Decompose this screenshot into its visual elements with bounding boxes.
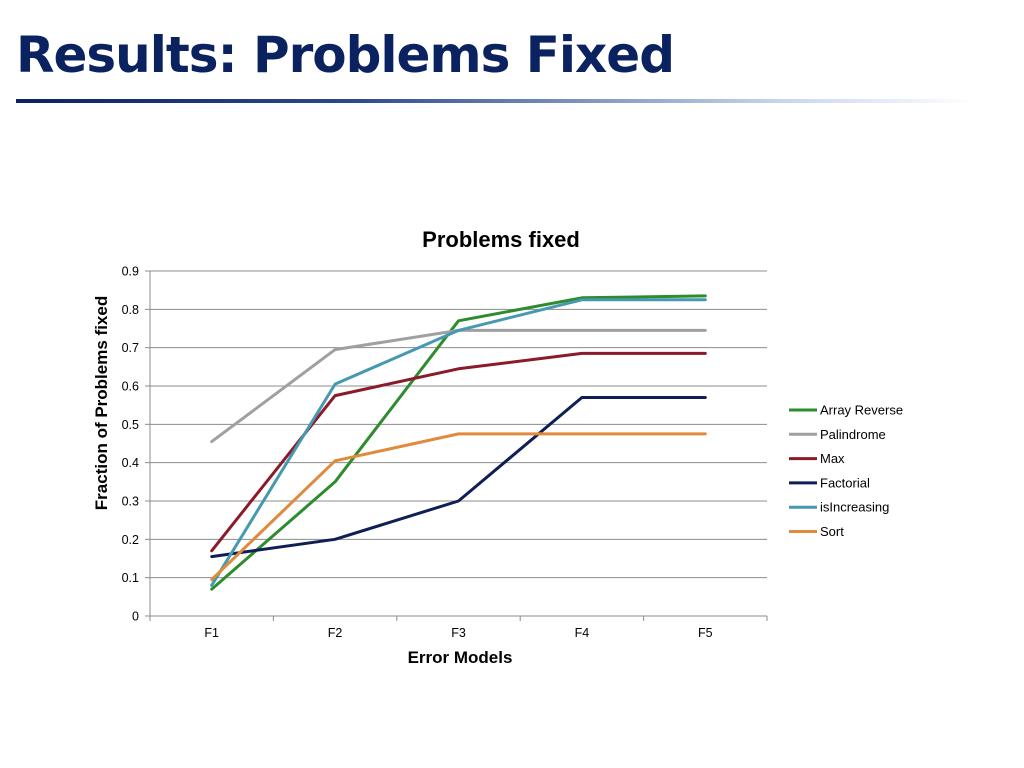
y-tick-label: 0.6 xyxy=(122,380,139,394)
x-tick-label: F3 xyxy=(451,626,466,640)
x-axis-ticks: F1 F2 F3 F4 F5 xyxy=(149,616,768,640)
series-line-factorial xyxy=(210,396,707,559)
y-tick-label: 0.7 xyxy=(122,341,139,355)
y-axis-title: Fraction of Problems fixed xyxy=(92,296,111,510)
series-line-array-reverse xyxy=(210,294,707,591)
y-tick-label: 0.4 xyxy=(122,456,139,470)
y-tick-label: 0.9 xyxy=(122,265,139,279)
title-underline xyxy=(16,99,976,103)
chart-series xyxy=(210,294,707,591)
slide-title: Results: Problems Fixed xyxy=(16,26,675,84)
y-tick-label: 0.5 xyxy=(122,418,139,432)
series-line-max xyxy=(210,351,707,553)
y-tick-label: 0.2 xyxy=(122,533,139,547)
legend-label: Max xyxy=(820,451,845,466)
y-tick-label: 0.1 xyxy=(122,571,139,585)
series-line-is-increasing xyxy=(210,298,707,587)
y-tick-label: 0.8 xyxy=(122,303,139,317)
legend-label: Sort xyxy=(820,524,844,539)
y-tick-label: 0.3 xyxy=(122,495,139,509)
series-line-sort xyxy=(210,432,707,582)
legend-label: Array Reverse xyxy=(820,403,903,418)
x-tick-label: F4 xyxy=(575,626,590,640)
x-axis-title: Error Models xyxy=(408,648,513,667)
chart-gridlines xyxy=(150,270,767,579)
legend-label: isIncreasing xyxy=(820,500,889,515)
legend-label: Palindrome xyxy=(820,427,886,442)
y-tick-label: 0 xyxy=(132,610,139,624)
y-axis-ticks: 0 0.1 0.2 0.3 0.4 0.5 0.6 0.7 0.8 0.9 xyxy=(122,265,150,624)
chart-legend: Array Reverse Palindrome Max Factorial isInc… xyxy=(789,403,903,539)
chart-title: Problems fixed xyxy=(422,227,580,252)
x-tick-label: F2 xyxy=(328,626,343,640)
chart-axes xyxy=(149,271,767,617)
legend-label: Factorial xyxy=(820,475,870,490)
x-tick-label: F1 xyxy=(204,626,219,640)
x-tick-label: F5 xyxy=(698,626,713,640)
